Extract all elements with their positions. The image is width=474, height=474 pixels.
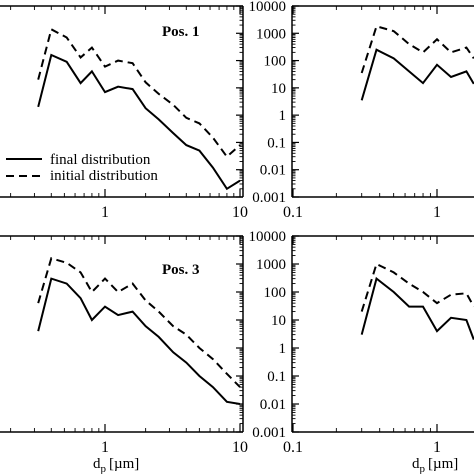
xlabel-left-d: d [93, 456, 101, 472]
series-group [37, 257, 241, 405]
pos1-label: Pos. 1 [162, 24, 200, 40]
initial-distribution-line [37, 257, 241, 388]
y-tick-label: 0.01 [260, 163, 286, 179]
y-tick-label: 10000 [249, 229, 287, 245]
x-tick-label: 10 [232, 204, 248, 221]
initial-distribution-line [360, 262, 474, 312]
y-tick-label: 100 [264, 54, 287, 70]
xlabel-right-d: d [412, 456, 420, 472]
y-tick-label: 0.01 [260, 397, 286, 413]
x-tick-label: 0.1 [283, 439, 303, 456]
final-distribution-line [37, 53, 241, 191]
panel-1: 1 10 [0, 5, 248, 221]
svg-text:dp[µm]: dp [µm] [93, 456, 139, 474]
y-tick-label: 1 [279, 341, 287, 357]
x-tick-label: 1 [433, 439, 441, 456]
final-distribution-line [37, 277, 241, 405]
series-group [360, 262, 474, 340]
pos3-label: Pos. 3 [162, 262, 200, 278]
legend-final-label: final distribution [50, 152, 151, 168]
xlabel-right-unit: [µm] [428, 456, 458, 472]
y-tick-label: 10 [271, 81, 286, 97]
series-group [37, 27, 241, 191]
series-group [360, 25, 474, 101]
y-tick-label: 0.1 [267, 369, 286, 385]
y-tick-label: 0.001 [252, 425, 286, 441]
xlabel-left: dp [µm] [93, 456, 139, 474]
panel-3: 1 10 [0, 235, 248, 456]
final-distribution-line [360, 276, 474, 340]
y-tick-label: 1000 [256, 26, 286, 42]
svg-text:dp[µm]: dp [µm] [412, 456, 458, 474]
initial-distribution-line [360, 25, 474, 74]
legend-initial-label: initial distribution [50, 168, 158, 184]
x-tick-label: 10 [232, 439, 248, 456]
x-tick-label: 0.1 [283, 204, 303, 221]
y-tick-label: 1000 [256, 257, 286, 273]
y-tick-label: 10000 [249, 0, 287, 15]
xlabel-right: dp [µm] [412, 456, 458, 474]
xlabel-left-sub: p [101, 463, 107, 474]
initial-distribution-line [37, 27, 241, 159]
xlabel-left-unit: [µm] [109, 456, 139, 472]
y-tick-label: 0.001 [252, 190, 286, 206]
y-tick-label: 0.1 [267, 135, 286, 151]
x-tick-label: 1 [101, 439, 109, 456]
final-distribution-line [360, 48, 474, 101]
y-tick-label: 10 [271, 313, 286, 329]
x-tick-label: 1 [433, 204, 441, 221]
y-tick-label: 100 [264, 285, 287, 301]
y-tick-label: 1 [279, 108, 287, 124]
legend: final distribution initial distribution [6, 152, 158, 184]
x-tick-label: 1 [101, 204, 109, 221]
xlabel-right-sub: p [420, 463, 426, 474]
